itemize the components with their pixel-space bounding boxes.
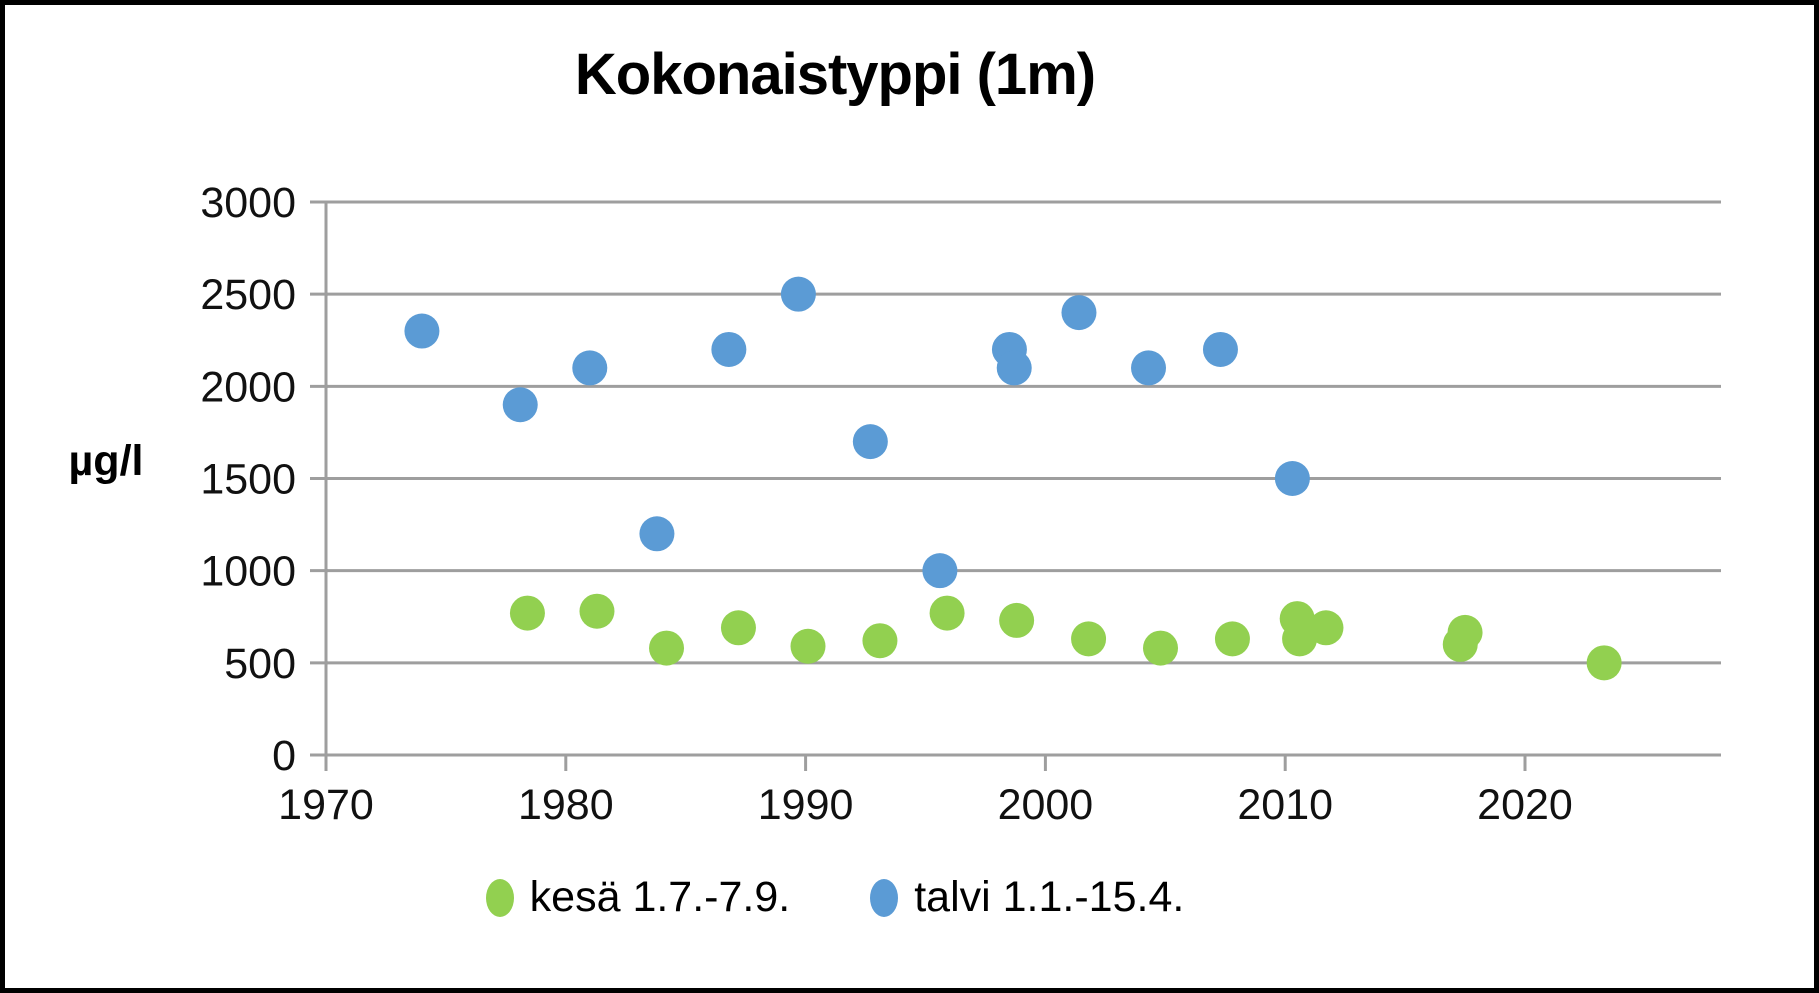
data-point (1061, 295, 1097, 331)
x-tick-label: 1980 (518, 781, 614, 829)
x-tick-label: 2020 (1477, 781, 1573, 829)
data-point (996, 350, 1032, 386)
data-point (780, 276, 816, 312)
data-point (1214, 621, 1250, 657)
data-point (404, 313, 440, 349)
legend-item-kesa: kesä 1.7.-7.9. (485, 873, 791, 922)
data-point (922, 553, 958, 589)
legend-label-talvi: talvi 1.1.-15.4. (914, 873, 1185, 921)
y-tick-label: 3000 (200, 179, 296, 227)
y-tick-label: 1500 (200, 456, 296, 504)
data-point (852, 424, 888, 460)
y-tick-label: 2000 (200, 363, 296, 411)
x-tick-label: 1990 (758, 781, 854, 829)
data-point (639, 516, 675, 552)
data-point (720, 610, 756, 646)
y-tick-label: 500 (224, 640, 296, 688)
data-point (999, 602, 1035, 638)
legend: kesä 1.7.-7.9. talvi 1.1.-15.4. (5, 873, 1665, 922)
data-point (862, 623, 898, 659)
y-tick-label: 2500 (200, 271, 296, 319)
legend-item-talvi: talvi 1.1.-15.4. (870, 873, 1184, 922)
data-point (1202, 331, 1238, 367)
y-tick-label: 0 (272, 732, 296, 780)
data-point (1447, 614, 1483, 650)
y-tick-label: 1000 (200, 548, 296, 596)
data-point (572, 350, 608, 386)
data-point (790, 628, 826, 664)
legend-label-kesa: kesä 1.7.-7.9. (529, 873, 791, 921)
data-point (502, 387, 538, 423)
x-tick-label: 1970 (278, 781, 374, 829)
data-point (1143, 630, 1179, 666)
data-point (1274, 461, 1310, 496)
data-point (711, 331, 747, 367)
chart-title: Kokonaistyppi (1m) (574, 42, 1096, 107)
data-point (1131, 350, 1167, 386)
x-tick-label: 2010 (1237, 781, 1333, 829)
data-point (649, 630, 685, 666)
data-point (1282, 621, 1318, 657)
data-point (509, 595, 545, 631)
y-axis-title: µg/l (68, 437, 144, 485)
data-point (1586, 645, 1622, 681)
talvi-marker-icon (870, 878, 899, 917)
data-point (929, 595, 965, 631)
data-point (1071, 621, 1107, 657)
data-point (1308, 610, 1344, 646)
data-point (579, 593, 615, 629)
x-tick-label: 2000 (998, 781, 1094, 829)
kesa-marker-icon (485, 878, 514, 917)
plot-area: 0 500 1000 1500 2000 2500 3000 1970 1980 1990 2000… (200, 179, 1721, 829)
